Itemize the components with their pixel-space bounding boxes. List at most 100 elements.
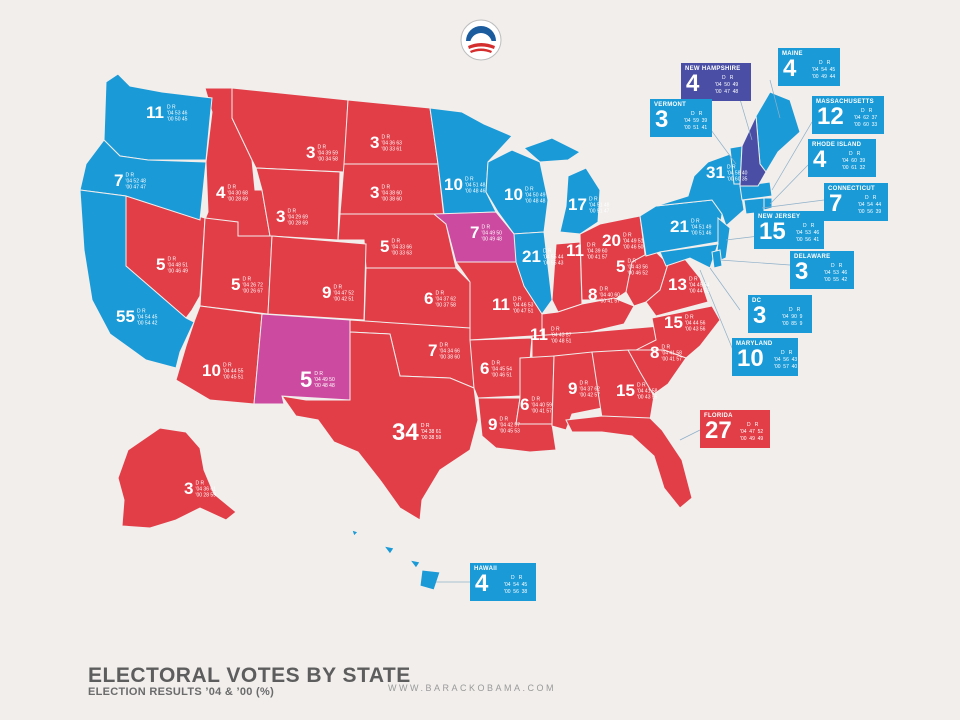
results-line: D R — [243, 277, 252, 283]
results-line: D R — [288, 209, 297, 215]
results-line: '00 47 47 — [126, 185, 147, 191]
electoral-votes: 15 — [664, 313, 683, 332]
state-label-wyoming: 3 D R'04 29 69'00 28 69 — [276, 207, 308, 227]
state-label-idaho: 4 D R'04 30 68'00 28 69 — [216, 183, 248, 203]
results-line: D R — [318, 145, 327, 151]
results-line: '00 50 45 — [167, 117, 188, 123]
results-line: D R — [465, 177, 474, 183]
results-line: '00 42 57 — [580, 393, 601, 399]
callout-ev: 4 — [686, 70, 700, 97]
state-oregon[interactable] — [79, 139, 207, 221]
callout-ev: 4 — [783, 55, 797, 82]
state-new-hampshire[interactable] — [739, 114, 767, 187]
state-new-mexico[interactable] — [253, 313, 351, 405]
results-line: '04 58 40 — [727, 171, 748, 177]
callout-florida[interactable]: FLORIDA 27 D R '04 47 52 '00 49 49 — [700, 410, 770, 448]
state-iowa[interactable] — [432, 211, 517, 263]
results-line: '00 51 46 — [691, 231, 712, 237]
state-label-kentucky: 8 D R'04 40 60'00 41 57 — [588, 285, 620, 305]
results-line: '04 44 55 — [223, 369, 244, 375]
electoral-votes: 6 — [480, 359, 489, 378]
results-line: D R — [532, 397, 541, 403]
results-line: '04 44 56 — [685, 321, 706, 327]
callout-massachusetts[interactable]: MASSACHUSETTS 12 D R '04 62 37 '00 60 33 — [812, 96, 884, 134]
callout-leader-lines — [436, 71, 825, 583]
results-line: D R — [196, 481, 205, 487]
callout-results: D R '04 56 43 '00 57 40 — [774, 350, 798, 370]
state-label-mississippi: 6 D R'04 40 59'00 41 57 — [520, 395, 552, 415]
state-california[interactable] — [79, 189, 195, 369]
state-rhode-island[interactable] — [763, 197, 773, 211]
callout-delaware[interactable]: DELAWARE 3 D R '04 53 46 '00 55 42 — [790, 251, 854, 289]
callout-ev: 27 — [705, 417, 732, 444]
results-line: '04 33 66 — [392, 245, 413, 251]
state-alaska[interactable] — [117, 427, 237, 529]
callout-new-hampshire[interactable]: NEW HAMPSHIRE 4 D R '04 50 49 '00 47 48 — [681, 63, 751, 101]
state-mississippi[interactable] — [515, 355, 555, 425]
results-line: D R — [492, 361, 501, 367]
callout-connecticut[interactable]: CONNECTICUT 7 D R '04 54 44 '00 56 39 — [824, 183, 888, 221]
electoral-votes: 5 — [380, 237, 389, 256]
state-wyoming[interactable] — [255, 167, 341, 241]
callout-maryland[interactable]: MARYLAND 10 D R '04 56 43 '00 57 40 — [732, 338, 798, 376]
state-maryland[interactable] — [659, 243, 719, 269]
results-line: '00 46 52 — [628, 271, 649, 277]
callout-new-jersey[interactable]: NEW JERSEY 15 D R '04 53 46 '00 56 41 — [754, 211, 824, 249]
results-line: D R — [525, 187, 534, 193]
results-line: '04 43 56 — [628, 265, 649, 271]
results-line: D R — [436, 291, 445, 297]
results-line: D R — [137, 309, 146, 315]
results-line: '04 36 63 — [382, 141, 403, 147]
results-line: '00 48 48 — [525, 199, 546, 205]
state-north-dakota[interactable] — [343, 99, 439, 165]
results-line: '04 36 61 — [196, 487, 217, 493]
state-florida[interactable] — [565, 415, 693, 509]
results-line: '04 55 44 — [543, 255, 564, 261]
state-colorado[interactable] — [267, 235, 367, 321]
callout-name: NEW HAMPSHIRE — [685, 66, 741, 72]
state-michigan-upper[interactable] — [523, 137, 581, 163]
callout-ev: 7 — [829, 190, 843, 217]
results-line: '00 41 57 — [662, 357, 683, 363]
electoral-votes: 11 — [530, 325, 548, 344]
callout-name: RHODE ISLAND — [812, 142, 862, 148]
callout-rhode-island[interactable]: RHODE ISLAND 4 D R '04 60 39 '00 61 32 — [808, 139, 876, 177]
callout-dc[interactable]: DC 3 D R '04 90 9 '00 85 9 — [748, 295, 812, 333]
callout-vermont[interactable]: VERMONT 3 D R '04 59 39 '00 51 41 — [650, 99, 712, 137]
state-virginia[interactable] — [645, 257, 709, 317]
state-maine[interactable] — [755, 91, 801, 173]
electoral-votes: 20 — [602, 231, 621, 250]
results-line: D R — [513, 297, 522, 303]
results-line: '04 26 72 — [243, 283, 264, 289]
state-label-north-carolina: 15 D R'04 44 56'00 43 56 — [664, 313, 706, 333]
results-line: '00 37 58 — [436, 303, 457, 309]
electoral-votes: 3 — [184, 479, 193, 498]
state-label-georgia: 15 D R'04 41 58'00 43 55 — [616, 381, 658, 401]
state-delaware[interactable] — [711, 249, 723, 269]
state-label-illinois: 21 D R'04 55 44'00 55 43 — [522, 247, 564, 267]
results-line: '00 43 56 — [685, 327, 706, 333]
state-label-alaska: 3 D R'04 36 61'00 28 59 — [184, 479, 216, 499]
results-line: D R — [589, 197, 598, 203]
callout-name: MASSACHUSETTS — [816, 99, 874, 105]
results-line: '00 41 57 — [587, 255, 608, 261]
results-line: D R — [392, 239, 401, 245]
results-line: '00 45 53 — [500, 429, 521, 435]
campaign-logo-icon — [460, 19, 502, 61]
state-texas[interactable] — [280, 331, 479, 521]
callout-name: FLORIDA — [704, 413, 733, 419]
results-line: '00 42 51 — [334, 297, 355, 303]
results-line: '04 40 59 — [532, 403, 553, 409]
results-line: D R — [662, 345, 671, 351]
state-michigan-lower[interactable] — [559, 167, 601, 235]
results-line: D R — [126, 173, 135, 179]
electoral-votes: 11 — [492, 295, 510, 314]
state-hawaii[interactable] — [351, 529, 441, 591]
electoral-votes: 21 — [670, 217, 689, 236]
callout-maine[interactable]: MAINE 4 D R '04 54 45 '00 49 44 — [778, 48, 840, 86]
website-url[interactable]: WWW.BARACKOBAMA.COM — [388, 683, 557, 693]
results-line: '00 34 58 — [318, 157, 339, 163]
callout-hawaii[interactable]: HAWAII 4 D R '04 54 45 '00 56 38 — [470, 563, 536, 601]
electoral-votes: 17 — [568, 195, 587, 214]
results-line: D R — [551, 327, 560, 333]
